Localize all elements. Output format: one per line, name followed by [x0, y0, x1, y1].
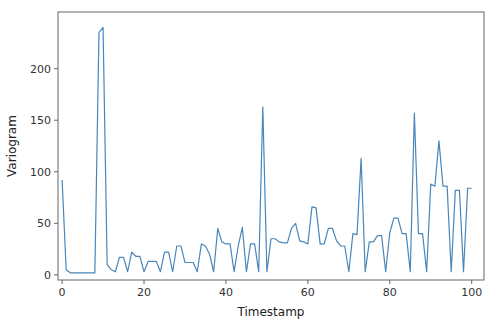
data-line	[62, 27, 472, 272]
x-tick-label: 100	[461, 286, 482, 299]
x-tick-label: 0	[59, 286, 66, 299]
y-tick	[54, 120, 58, 121]
plot-frame	[58, 12, 484, 280]
x-tick	[389, 280, 390, 284]
x-tick	[471, 280, 472, 284]
x-tick	[144, 280, 145, 284]
y-tick-label: 200	[30, 63, 51, 76]
y-tick	[54, 223, 58, 224]
x-tick	[225, 280, 226, 284]
x-tick-label: 80	[383, 286, 397, 299]
x-tick-label: 40	[219, 286, 233, 299]
y-tick	[54, 171, 58, 172]
y-tick-label: 100	[30, 166, 51, 179]
x-tick-label: 60	[301, 286, 315, 299]
y-axis-label: Variogram	[5, 115, 19, 177]
plot-area	[62, 27, 472, 272]
x-tick-label: 20	[137, 286, 151, 299]
chart: 0 20 40 60 80 100 0 50 100 150 200 Timestamp Variogr…	[0, 0, 500, 324]
x-axis-label: Timestamp	[237, 305, 305, 319]
x-tick	[307, 280, 308, 284]
x-tick	[62, 280, 63, 284]
y-tick	[54, 274, 58, 275]
y-tick-label: 0	[44, 269, 51, 282]
y-tick	[54, 68, 58, 69]
y-tick-label: 50	[37, 217, 51, 230]
y-tick-label: 150	[30, 114, 51, 127]
